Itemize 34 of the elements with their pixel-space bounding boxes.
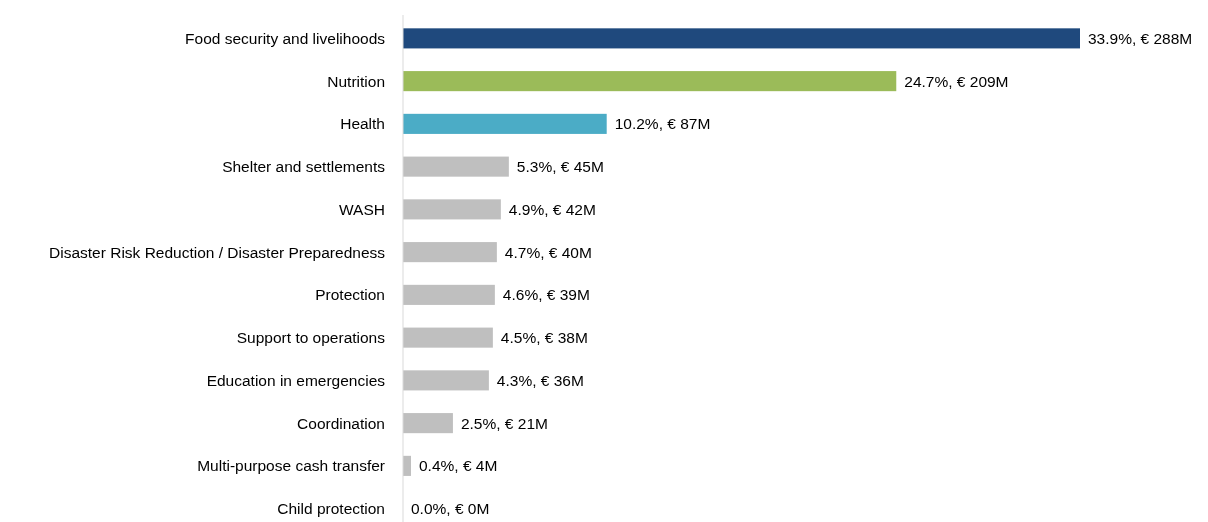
bar	[403, 413, 453, 434]
bar	[403, 242, 497, 263]
y-tick-label: Disaster Risk Reduction / Disaster Preparedness	[49, 243, 386, 261]
data-label: 4.9%, € 42M	[508, 200, 596, 218]
data-label: 4.3%, € 36M	[496, 371, 584, 389]
data-label: 4.5%, € 38M	[500, 329, 588, 347]
y-tick-label: Coordination	[297, 414, 385, 432]
y-tick-label: Food security and livelihoods	[185, 29, 386, 47]
y-tick-label: Child protection	[277, 500, 385, 518]
y-tick-label: Protection	[315, 286, 385, 304]
y-tick-label: WASH	[339, 200, 385, 218]
data-label: 10.2%, € 87M	[614, 115, 711, 133]
y-tick-label: Education in emergencies	[206, 371, 386, 389]
data-label: 5.3%, € 45M	[516, 158, 604, 176]
data-label: 0.0%, € 0M	[411, 500, 490, 518]
data-label: 33.9%, € 288M	[1088, 29, 1193, 47]
y-tick-label: Multi-purpose cash transfer	[197, 457, 385, 475]
bar	[403, 113, 607, 134]
y-tick-label: Nutrition	[327, 72, 385, 90]
data-label: 4.6%, € 39M	[502, 286, 590, 304]
bar	[403, 370, 489, 391]
data-label: 4.7%, € 40M	[504, 243, 592, 261]
y-tick-label: Shelter and settlements	[222, 158, 386, 176]
data-label: 24.7%, € 209M	[904, 72, 1009, 90]
bar	[403, 28, 1080, 49]
bar	[403, 327, 493, 348]
bar	[403, 71, 897, 92]
data-label: 2.5%, € 21M	[460, 414, 548, 432]
bar	[403, 199, 501, 220]
y-tick-label: Health	[340, 115, 385, 133]
bar	[403, 156, 509, 177]
y-tick-label: Support to operations	[236, 329, 386, 347]
bar	[403, 284, 495, 305]
data-label: 0.4%, € 4M	[418, 457, 498, 475]
